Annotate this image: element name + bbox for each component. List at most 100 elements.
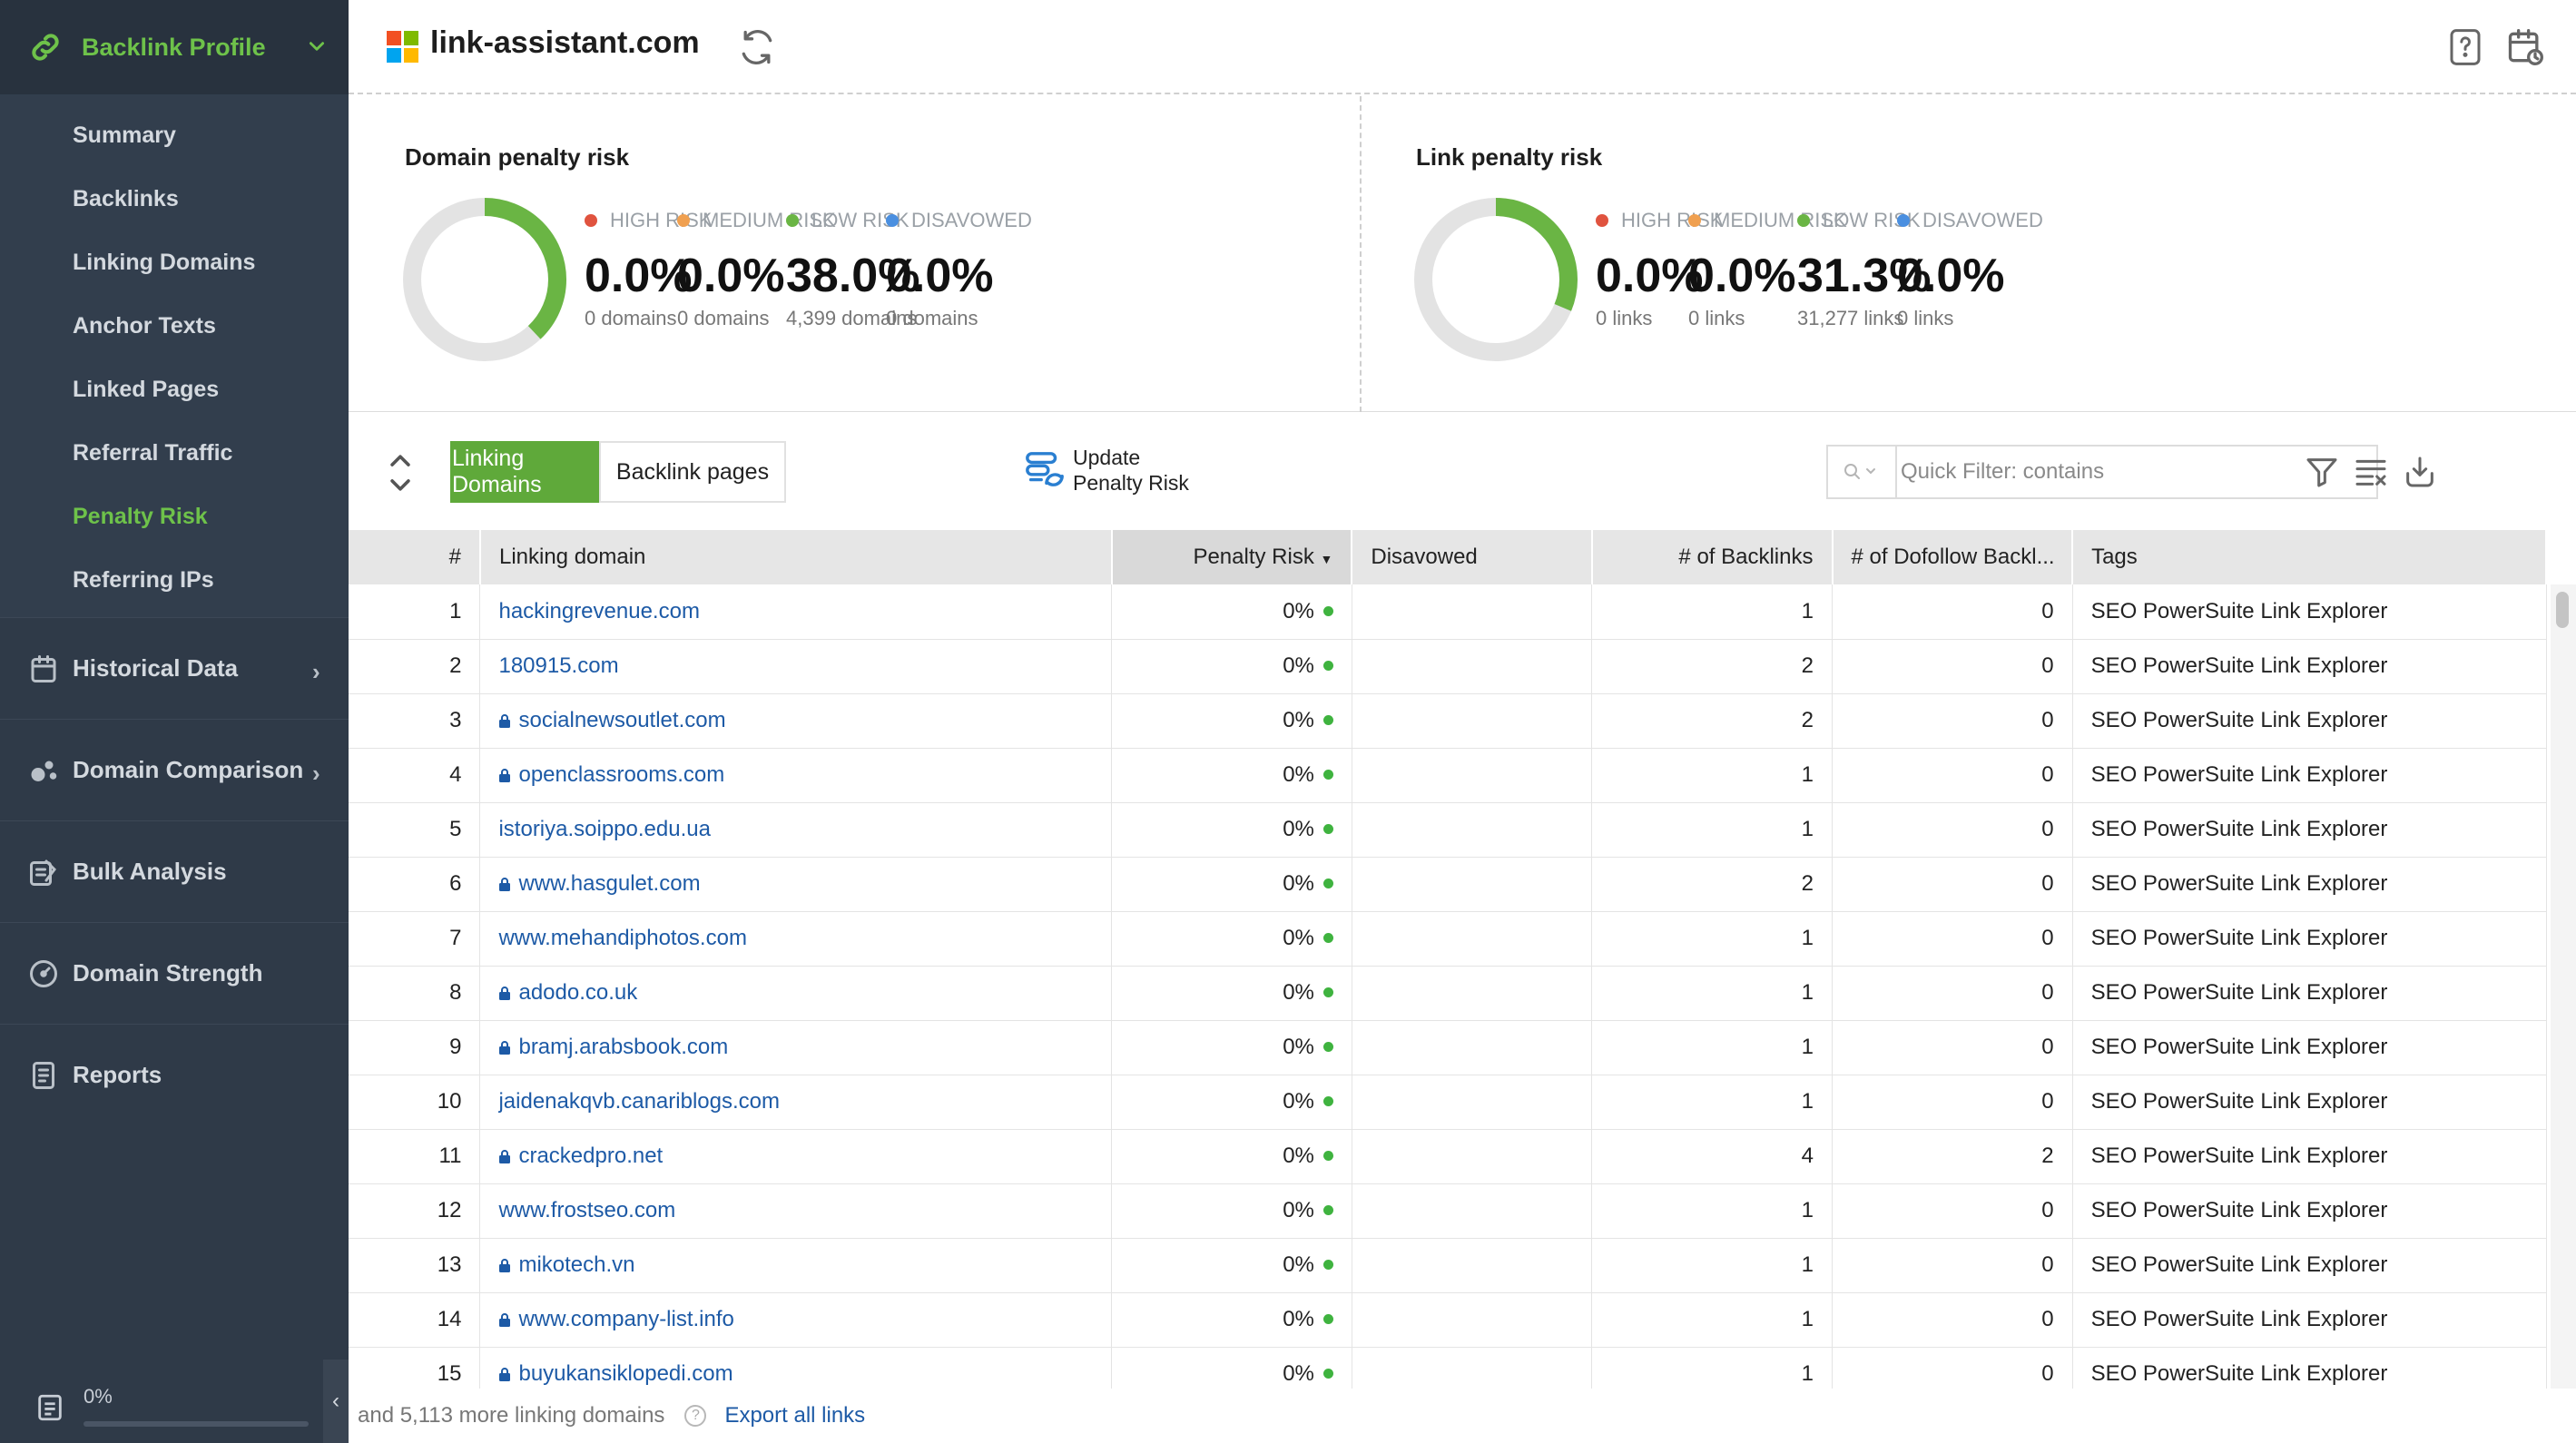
panel-divider [1360,96,1362,412]
table-row[interactable]: 11 crackedpro.net 0% 4 2 SEO PowerSuite Link … [349,1129,2547,1183]
sidebar-section-historical-data[interactable]: Historical Data › [0,617,349,719]
disavowed-cell[interactable] [1352,966,1593,1020]
stat-count: 0 links [1688,307,1745,329]
sidebar-item-linking-domains[interactable]: Linking Domains [73,249,256,275]
table-row[interactable]: 12 www.frostseo.com 0% 1 0 SEO PowerSuite Lin… [349,1183,2547,1238]
domain-risk-donut [403,198,566,361]
column-header-backlinks[interactable]: # of Backlinks [1591,530,1834,584]
linking-domain-link[interactable]: hackingrevenue.com [498,598,700,623]
column-header-disavowed[interactable]: Disavowed [1352,530,1593,584]
column-header-penalty-risk[interactable]: Penalty Risk ▼ [1111,530,1353,584]
linking-domain-link[interactable]: mikotech.vn [518,1252,635,1277]
linking-domain-link[interactable]: 180915.com [498,653,619,678]
sidebar-item-summary[interactable]: Summary [73,122,176,148]
table-scrollbar[interactable] [2551,584,2576,1389]
table-footer: and 5,113 more linking domains ? Export … [349,1389,2576,1443]
table-row[interactable]: 6 www.hasgulet.com 0% 2 0 SEO PowerSuite Link… [349,857,2547,911]
risk-status-dot [1322,605,1333,616]
linking-domain-link[interactable]: openclassrooms.com [518,762,725,787]
sidebar-section-label: Domain Comparison [73,756,304,783]
disavowed-cell[interactable] [1352,1129,1593,1183]
linking-domain-link[interactable]: www.frostseo.com [498,1198,676,1222]
disavowed-cell[interactable] [1352,584,1593,639]
table-row[interactable]: 1 hackingrevenue.com 0% 1 0 SEO PowerSuite Li… [349,584,2547,639]
tab-linking-domains[interactable]: Linking Domains [450,441,599,503]
table-row[interactable]: 14 www.company-list.info 0% 1 0 SEO PowerSuit… [349,1292,2547,1347]
disavowed-cell[interactable] [1352,1347,1593,1389]
sidebar-section-domain-comparison[interactable]: Domain Comparison › [0,719,349,820]
table-row[interactable]: 7 www.mehandiphotos.com 0% 1 0 SEO PowerSuite… [349,911,2547,966]
sidebar-item-anchor-texts[interactable]: Anchor Texts [73,312,216,339]
filter-mode-dropdown[interactable] [1828,447,1897,497]
table-row[interactable]: 2 180915.com 0% 2 0 SEO PowerSuite Link Explo… [349,639,2547,693]
penalty-risk-summary: Domain penalty risk HIGH RISK 0.0% 0 domai… [349,96,2576,412]
collapse-sidebar-button[interactable]: ‹ [323,1360,349,1443]
column-header-dofollow[interactable]: # of Dofollow Backl... [1832,530,2074,584]
tab-backlink-pages[interactable]: Backlink pages [599,441,786,503]
table-row[interactable]: 15 buyukansiklopedi.com 0% 1 0 SEO PowerSuite… [349,1347,2547,1389]
refresh-icon[interactable] [737,27,777,67]
stat-label: HIGH RISK [585,209,712,232]
disavowed-cell[interactable] [1352,639,1593,693]
update-penalty-risk-button[interactable]: Update Penalty Risk [1073,445,1189,496]
task-list-icon[interactable] [34,1392,65,1423]
help-icon[interactable] [2447,27,2483,67]
row-number: 12 [349,1183,481,1238]
linking-domain-link[interactable]: bramj.arabsbook.com [518,1035,729,1059]
table-row[interactable]: 5 istoriya.soippo.edu.ua 0% 1 0 SEO PowerSuit… [349,802,2547,857]
gauge-icon [30,959,57,987]
linking-domain-link[interactable]: adodo.co.uk [518,980,638,1005]
penalty-risk-cell: 0% [1111,802,1352,857]
linking-domain-link[interactable]: www.mehandiphotos.com [498,926,747,950]
export-icon[interactable] [2402,454,2438,490]
disavowed-cell[interactable] [1352,802,1593,857]
disavowed-cell[interactable] [1352,1183,1593,1238]
sidebar-item-linked-pages[interactable]: Linked Pages [73,376,220,402]
disavowed-cell[interactable] [1352,1292,1593,1347]
linking-domain-link[interactable]: www.hasgulet.com [518,871,701,896]
table-row[interactable]: 4 openclassrooms.com 0% 1 0 SEO PowerSuite Li… [349,748,2547,802]
clear-columns-icon[interactable] [2353,454,2389,490]
disavowed-cell[interactable] [1352,1238,1593,1292]
column-header-number[interactable]: # [349,530,481,584]
disavowed-cell[interactable] [1352,1075,1593,1129]
sidebar-section-reports[interactable]: Reports [0,1024,349,1125]
linking-domain-link[interactable]: istoriya.soippo.edu.ua [498,817,711,841]
table-row[interactable]: 9 bramj.arabsbook.com 0% 1 0 SEO PowerSuite L… [349,1020,2547,1075]
sidebar-item-referral-traffic[interactable]: Referral Traffic [73,439,233,466]
penalty-risk-cell: 0% [1111,911,1352,966]
sidebar-header-backlink-profile[interactable]: Backlink Profile [0,0,349,94]
export-all-links-link[interactable]: Export all links [724,1403,866,1428]
column-header-tags[interactable]: Tags [2072,530,2547,584]
stat-disavowed: DISAVOWED 0.0% 0 links [1897,209,2043,330]
expand-collapse-icon[interactable] [387,450,414,496]
table-row[interactable]: 3 socialnewsoutlet.com 0% 2 0 SEO PowerSuite … [349,693,2547,748]
sidebar-item-referring-ips[interactable]: Referring IPs [73,566,214,593]
linking-domain-link[interactable]: crackedpro.net [518,1144,664,1168]
sidebar-item-penalty-risk[interactable]: Penalty Risk [73,503,208,529]
linking-domain-link[interactable]: buyukansiklopedi.com [518,1361,733,1386]
disavowed-cell[interactable] [1352,911,1593,966]
linking-domain-link[interactable]: www.company-list.info [518,1307,734,1331]
stat-count: 0 domains [677,307,770,329]
table-row[interactable]: 10 jaidenakqvb.canariblogs.com 0% 1 0 SEO Pow… [349,1075,2547,1129]
quick-filter-input[interactable] [1901,447,2373,497]
filter-icon[interactable] [2304,454,2340,490]
linking-domain-link[interactable]: socialnewsoutlet.com [518,708,726,732]
sidebar-item-backlinks[interactable]: Backlinks [73,185,179,211]
sidebar-section-domain-strength[interactable]: Domain Strength [0,922,349,1024]
question-icon[interactable]: ? [684,1405,707,1427]
column-header-linking-domain[interactable]: Linking domain [479,530,1113,584]
table-row[interactable]: 8 adodo.co.uk 0% 1 0 SEO PowerSuite Link Expl… [349,966,2547,1020]
linking-domain-link[interactable]: jaidenakqvb.canariblogs.com [498,1089,780,1114]
schedule-icon[interactable] [2505,27,2545,67]
update-penalty-risk-icon[interactable] [1024,448,1066,494]
disavowed-cell[interactable] [1352,1020,1593,1075]
disavowed-cell[interactable] [1352,693,1593,748]
sidebar-section-bulk-analysis[interactable]: Bulk Analysis [0,820,349,922]
table-row[interactable]: 13 mikotech.vn 0% 1 0 SEO PowerSuite Link Exp… [349,1238,2547,1292]
disavowed-cell[interactable] [1352,857,1593,911]
disavowed-cell[interactable] [1352,748,1593,802]
stat-count: 31,277 links [1797,307,1904,329]
scrollbar-thumb[interactable] [2556,592,2569,628]
